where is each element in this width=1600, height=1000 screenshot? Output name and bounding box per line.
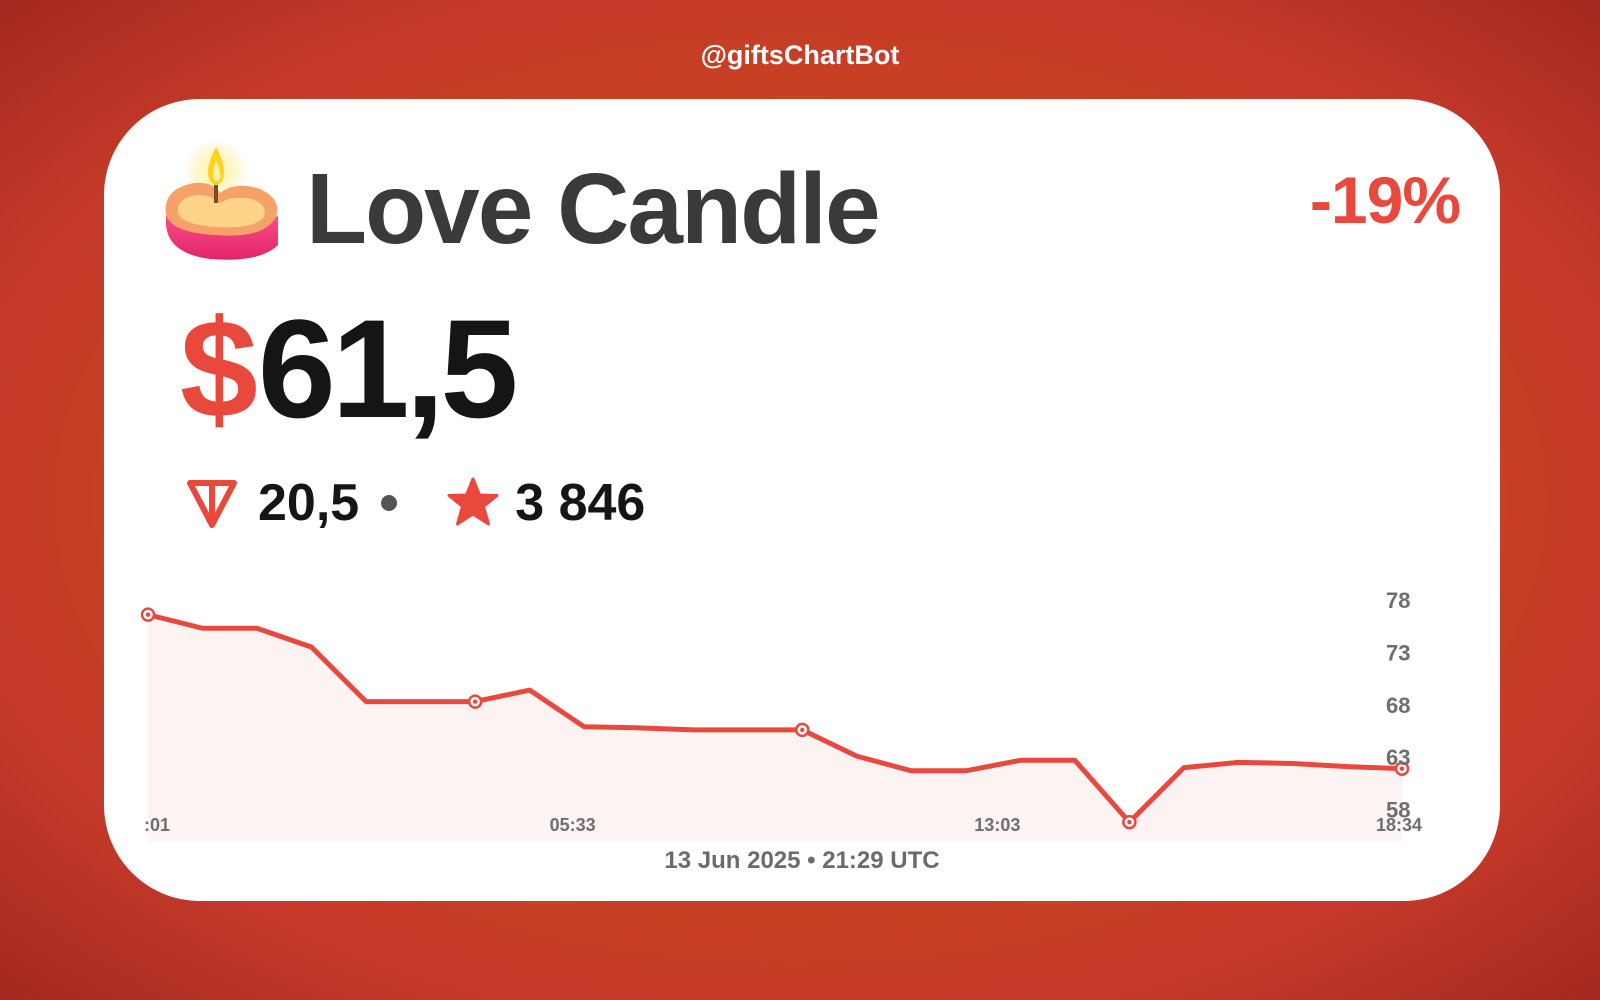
x-tick-label: :01	[144, 815, 170, 835]
data-point-marker-center	[800, 727, 805, 733]
bot-handle: @giftsChartBot	[700, 40, 900, 70]
alt-prices: 20,5 3 846	[184, 473, 645, 533]
star-icon	[447, 477, 499, 526]
price-chart: 78 73 68 63 58 :01 05:33 13:03 18:34	[140, 588, 1422, 841]
usd-price: $61,5	[180, 299, 518, 439]
x-tick-label: 18:34	[1376, 815, 1422, 835]
stars-price-value: 3 846	[515, 474, 646, 532]
love-candle-icon	[165, 139, 278, 260]
price-series-line	[145, 612, 1405, 825]
x-tick-label: 13:03	[974, 815, 1020, 835]
gift-price-card: Love Candle -19% $61,5 20,5 3 846 78 73 68…	[104, 99, 1500, 901]
y-tick-label: 78	[1386, 588, 1410, 613]
y-tick-label: 58	[1386, 798, 1410, 823]
data-point-marker-center	[1127, 819, 1132, 825]
y-tick-label: 73	[1386, 640, 1410, 665]
ton-price-value: 20,5	[258, 474, 360, 532]
y-tick-label: 68	[1386, 693, 1410, 718]
price-change-percent: -19%	[1309, 163, 1461, 237]
data-point-marker-center	[145, 612, 151, 617]
chart-area-fill	[148, 614, 1402, 841]
data-point-marker-center	[1399, 766, 1405, 771]
separator-dot	[381, 495, 398, 511]
gift-name: Love Candle	[306, 153, 881, 265]
y-tick-label: 63	[1386, 745, 1410, 770]
data-point-marker-center	[472, 699, 478, 704]
ton-icon	[187, 480, 237, 528]
usd-price-value: 61,5	[257, 290, 518, 447]
x-tick-label: 05:33	[550, 815, 596, 835]
dollar-sign: $	[180, 290, 258, 447]
timestamp: 13 Jun 2025 • 21:29 UTC	[664, 847, 940, 874]
